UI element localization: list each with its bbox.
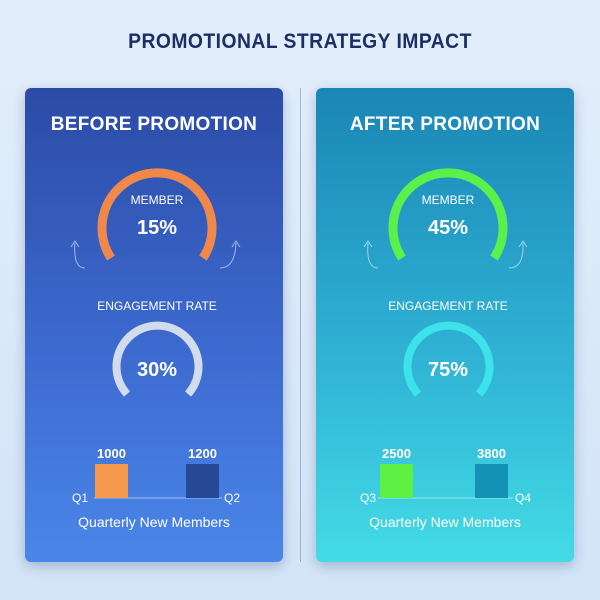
page-title: PROMOTIONAL STRATEGY IMPACT bbox=[128, 30, 472, 53]
quarter-label-q4: Q4 bbox=[515, 491, 531, 505]
arrow-right-icon bbox=[219, 240, 241, 269]
quarterly-bars-after: 2500 Q3 3800 Q4 bbox=[360, 446, 531, 505]
panel-title-before: BEFORE PROMOTION bbox=[50, 114, 258, 135]
quarter-label-q3: Q3 bbox=[360, 491, 376, 505]
member-value-after: 45% bbox=[428, 217, 468, 239]
quarter-label-q1: Q1 bbox=[72, 491, 88, 505]
engagement-label-before: ENGAGEMENT RATE bbox=[97, 299, 217, 313]
bar-value-q2: 1200 bbox=[188, 446, 217, 461]
arrow-right-icon bbox=[508, 240, 528, 269]
after-chart: MEMBER 45% ENGAGEMENT RATE 75% 2500 Q3 380… bbox=[360, 168, 531, 505]
bar-q1 bbox=[95, 464, 128, 498]
engagement-gauge-arc-before bbox=[112, 321, 203, 397]
quarterly-bars-before: 1000 Q1 1200 Q2 bbox=[72, 446, 240, 505]
panel-divider bbox=[300, 88, 301, 562]
engagement-value-after: 75% bbox=[428, 359, 468, 381]
quarter-label-q2: Q2 bbox=[224, 491, 240, 505]
arrow-left-icon bbox=[70, 240, 86, 269]
engagement-value-before: 30% bbox=[137, 359, 177, 381]
before-chart: MEMBER 15% ENGAGEMENT RATE 30% 1000 Q1 120… bbox=[70, 168, 241, 505]
bar-q3 bbox=[380, 464, 413, 498]
member-label-before: MEMBER bbox=[131, 193, 184, 207]
bar-q2 bbox=[186, 464, 219, 498]
member-gauge-arc-after bbox=[388, 168, 508, 261]
member-value-before: 15% bbox=[137, 217, 177, 239]
panel-before-promotion: BEFORE PROMOTION MEMBER 15% ENGAGEMENT R… bbox=[25, 88, 283, 562]
bar-value-q4: 3800 bbox=[477, 446, 506, 461]
bar-q4 bbox=[475, 464, 508, 498]
quarterly-caption-before: Quarterly New Members bbox=[78, 514, 230, 530]
bar-value-q3: 2500 bbox=[382, 446, 411, 461]
member-label-after: MEMBER bbox=[422, 193, 475, 207]
panel-after-promotion: AFTER PROMOTION MEMBER 45% ENGAGEMENT RA… bbox=[316, 88, 574, 562]
bar-value-q1: 1000 bbox=[97, 446, 126, 461]
member-gauge-arc-before bbox=[97, 168, 217, 261]
arrow-left-icon bbox=[363, 240, 379, 269]
engagement-label-after: ENGAGEMENT RATE bbox=[388, 299, 508, 313]
engagement-gauge-arc-after bbox=[403, 321, 494, 397]
panel-title-after: AFTER PROMOTION bbox=[349, 114, 541, 135]
quarterly-caption-after: Quarterly New Members bbox=[369, 514, 521, 530]
